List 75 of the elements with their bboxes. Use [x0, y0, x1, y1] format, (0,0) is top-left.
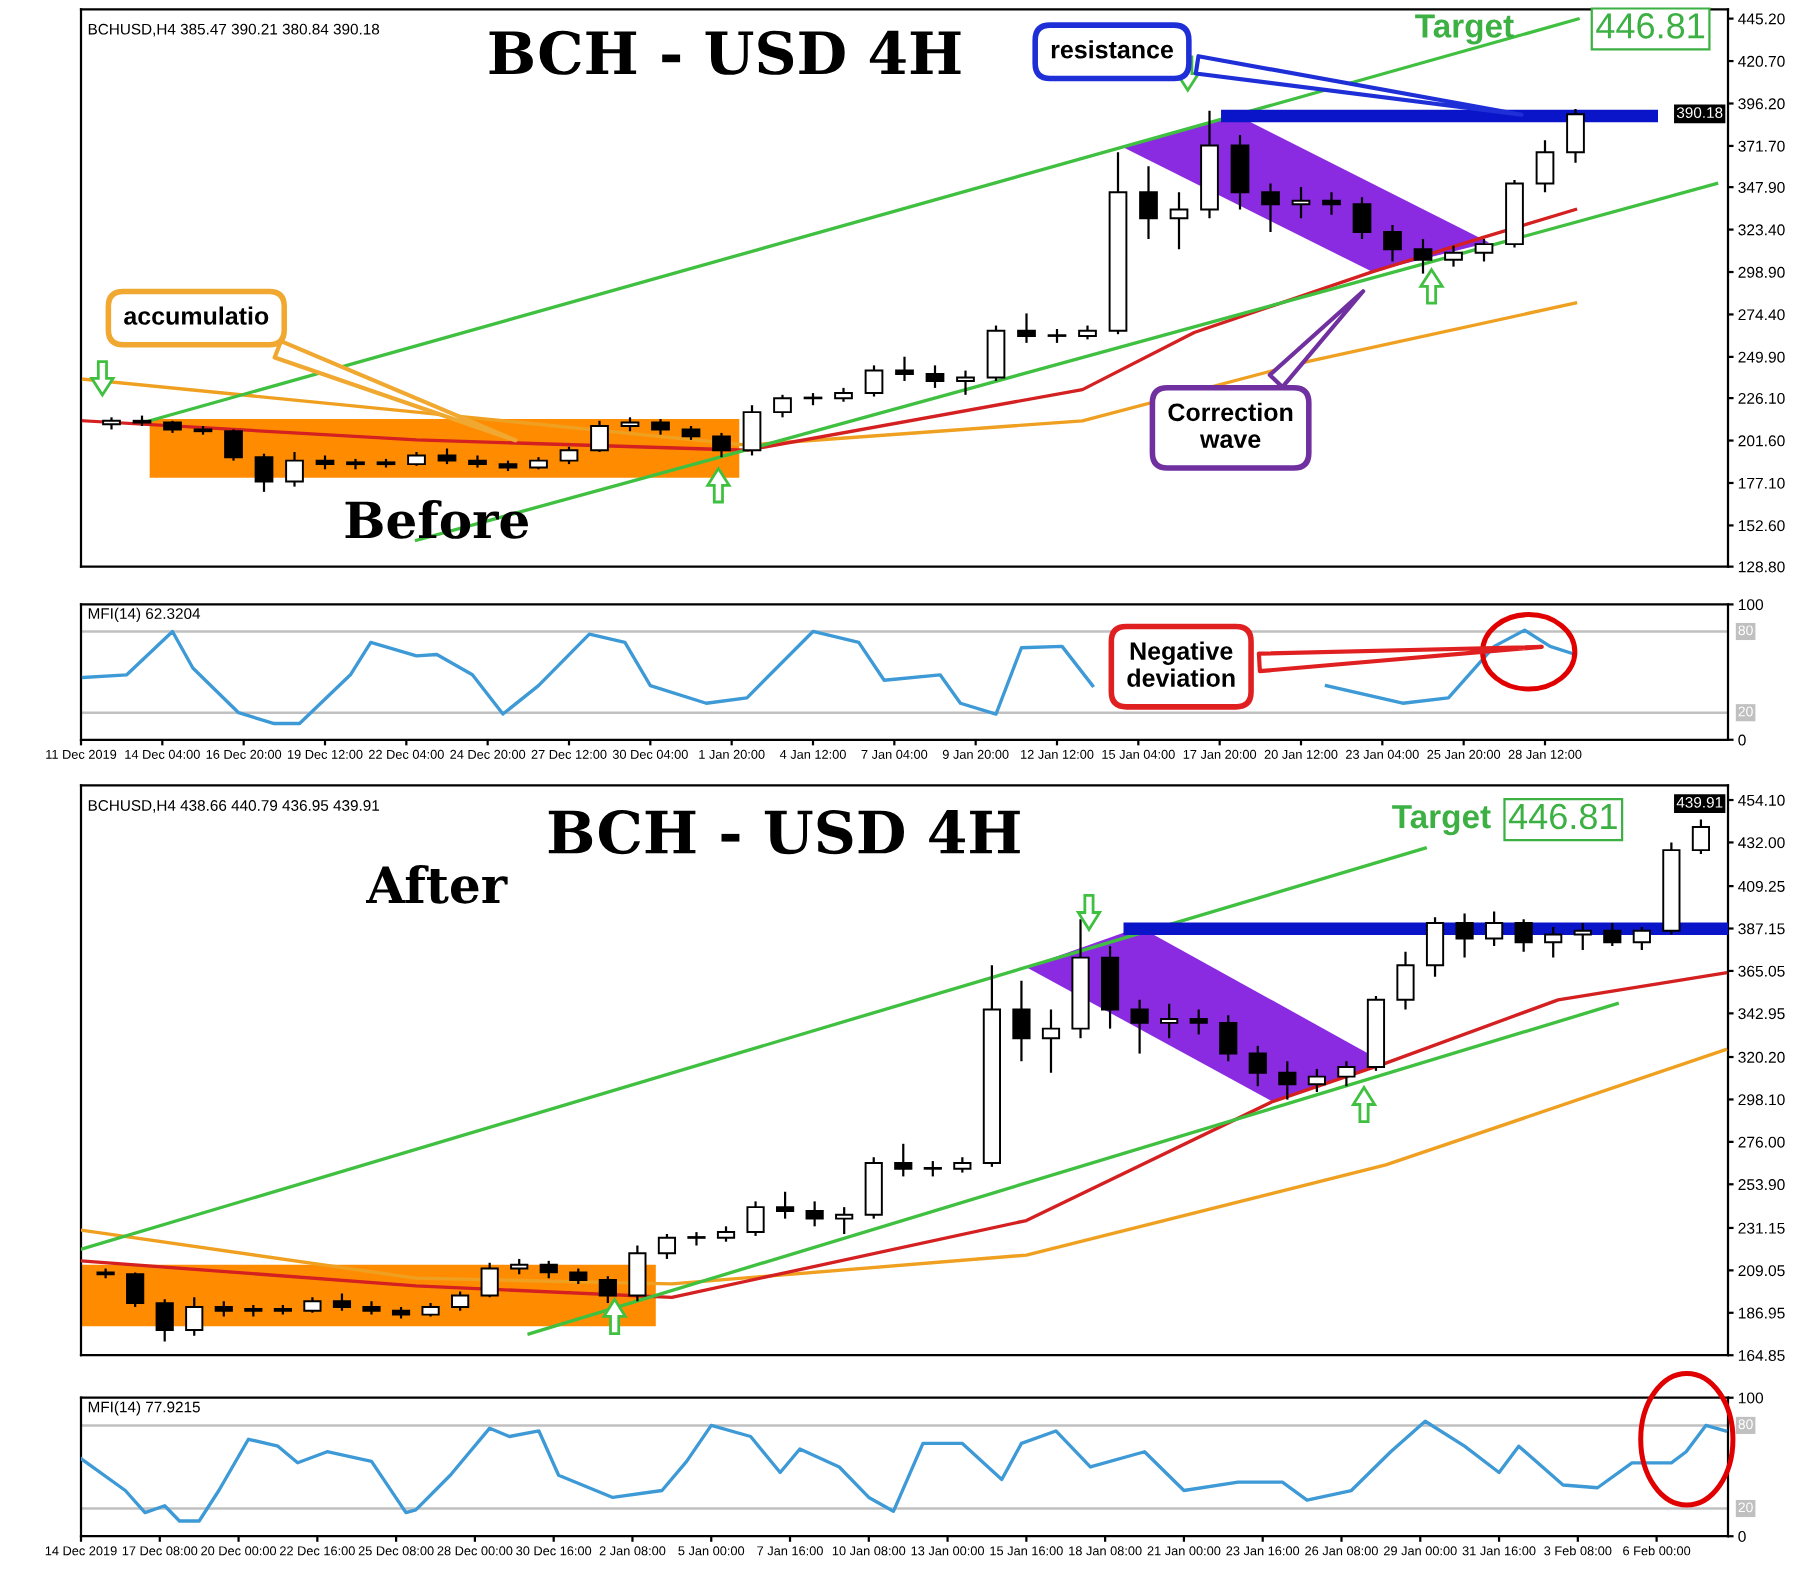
- candlestick: [1278, 1060, 1297, 1101]
- candlestick: [1425, 916, 1445, 978]
- annotation: 446.81: [1508, 803, 1617, 830]
- candlestick: [1396, 950, 1415, 1011]
- line-series: [81, 971, 1728, 1300]
- annotation: resistance: [1051, 40, 1174, 59]
- candlestick: [1514, 918, 1533, 953]
- candlestick: [746, 1200, 765, 1238]
- candlestick: [1160, 1002, 1179, 1040]
- candlestick: [776, 1190, 795, 1220]
- candlestick: [1455, 912, 1474, 959]
- candlestick: [835, 1206, 854, 1236]
- candlestick: [1603, 921, 1622, 948]
- annotation: Negative deviation: [1127, 641, 1235, 687]
- candlestick: [628, 1244, 647, 1303]
- line-series: [81, 1048, 1728, 1286]
- candlestick: [1012, 979, 1031, 1063]
- candlestick: [224, 428, 243, 462]
- candlestick: [1291, 185, 1311, 220]
- candlestick: [598, 1275, 617, 1305]
- chart-title: BCH - USD 4H: [489, 30, 961, 75]
- candlestick: [590, 419, 609, 454]
- annotation: Correction wave: [1168, 402, 1293, 449]
- candlestick: [1566, 107, 1585, 164]
- candlestick: [1632, 925, 1651, 952]
- annotation: Target: [1392, 805, 1491, 836]
- candlestick: [925, 364, 945, 389]
- candlestick: [1261, 182, 1280, 234]
- candlestick: [712, 431, 731, 459]
- candlestick: [1535, 139, 1555, 194]
- candlestick: [1189, 1008, 1208, 1036]
- line-series: [81, 1419, 1728, 1523]
- candlestick: [1691, 818, 1711, 856]
- candlestick: [657, 1232, 677, 1261]
- candlestick: [956, 369, 975, 396]
- annotation: After: [366, 864, 508, 904]
- annotation: accumulatio: [124, 306, 269, 325]
- annotation: 446.81: [1596, 13, 1705, 39]
- candlestick: [1544, 925, 1563, 959]
- candlestick: [1383, 223, 1402, 263]
- candlestick: [742, 404, 762, 457]
- candlestick: [1352, 196, 1372, 241]
- candlestick: [254, 452, 274, 493]
- candlestick: [185, 1296, 204, 1337]
- candlestick: [1573, 921, 1592, 952]
- candlestick: [805, 1200, 824, 1228]
- candlestick: [1444, 244, 1463, 268]
- candlestick: [480, 1261, 499, 1299]
- candlestick: [773, 393, 792, 419]
- candlestick: [1219, 1014, 1238, 1063]
- candlestick: [1337, 1060, 1356, 1088]
- candlestick: [864, 364, 884, 398]
- chart-title: BCH - USD 4H: [548, 810, 1020, 855]
- candlestick: [986, 324, 1006, 383]
- candlestick: [687, 1230, 706, 1247]
- candlestick: [1041, 1008, 1061, 1074]
- candlestick: [1413, 237, 1433, 275]
- candlestick: [451, 1290, 470, 1312]
- annotation: Target: [1415, 14, 1514, 45]
- candlestick: [126, 1271, 145, 1309]
- candlestick: [285, 450, 304, 488]
- candlestick: [1485, 910, 1504, 948]
- candlestick: [1307, 1067, 1326, 1094]
- candlestick: [155, 1298, 174, 1343]
- line-series: [81, 207, 1578, 452]
- candlestick: [894, 1142, 913, 1178]
- candlestick: [1017, 312, 1036, 344]
- candlestick: [1169, 191, 1189, 251]
- candlestick: [1139, 165, 1158, 241]
- candlestick: [895, 355, 914, 383]
- candlestick: [1322, 191, 1341, 216]
- candlestick: [1474, 237, 1494, 263]
- candlestick: [1248, 1044, 1267, 1088]
- candlestick: [1130, 998, 1149, 1055]
- candlestick: [1230, 133, 1250, 211]
